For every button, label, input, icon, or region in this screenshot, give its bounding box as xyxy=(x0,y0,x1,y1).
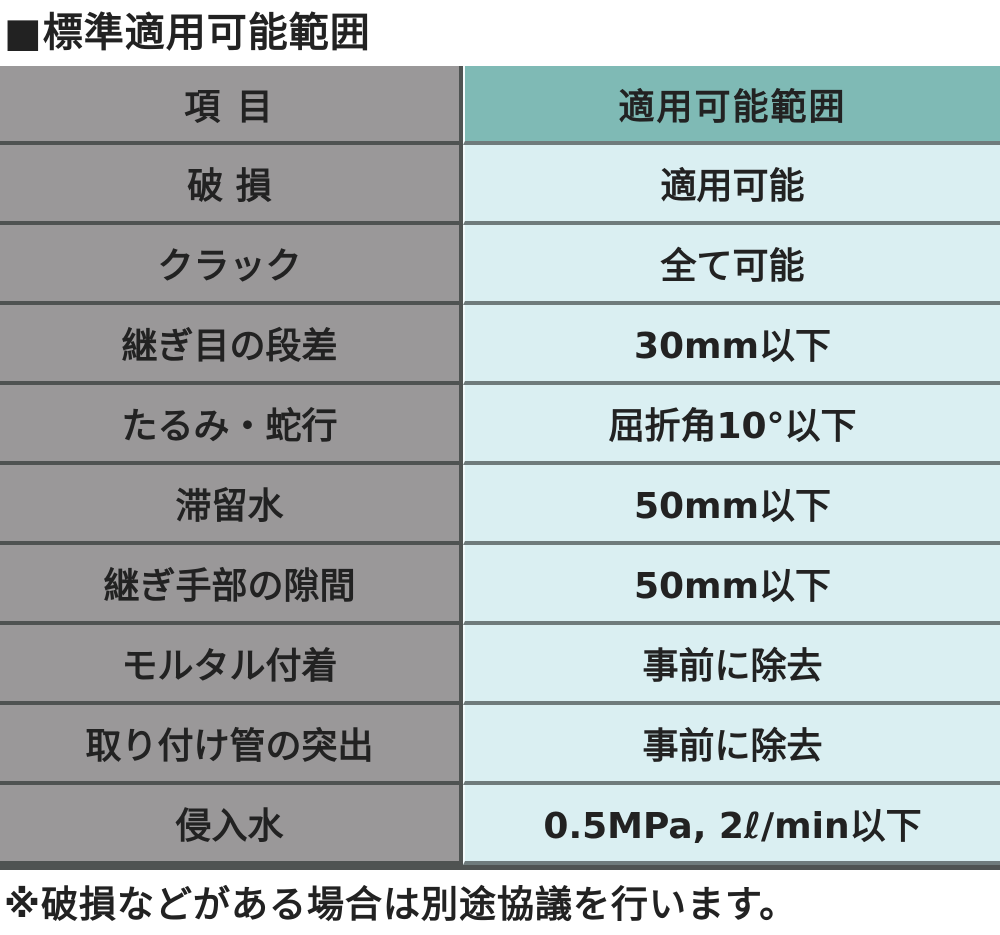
table-row-item: 取り付け管の突出 xyxy=(0,705,463,785)
footnote: ※破損などがある場合は別途協議を行います。 xyxy=(4,883,798,926)
header-range-label: 適用可能範囲 xyxy=(618,86,847,128)
application-range-table: 項 目 適用可能範囲 破 損適用可能 クラック 全て可能 継ぎ目の段差 30mm以下 たる… xyxy=(0,66,1000,870)
table-row-range: 30mm以下 xyxy=(463,305,1000,385)
header-range: 適用可能範囲 xyxy=(463,66,1000,145)
table-row-range: 全て可能 xyxy=(463,225,1000,305)
table-row-item: たるみ・蛇行 xyxy=(0,385,463,465)
table-row-item: クラック xyxy=(0,225,463,305)
page-title: ■標準適用可能範囲 xyxy=(4,10,371,56)
header-item: 項 目 xyxy=(0,66,463,145)
header-item-label: 項 目 xyxy=(184,86,275,128)
table-row-item: 侵入水 xyxy=(0,785,463,865)
table-row-item: 継ぎ手部の隙間 xyxy=(0,545,463,625)
table-row-item: モルタル付着 xyxy=(0,625,463,705)
table-row-range: 50mm以下 xyxy=(463,465,1000,545)
table-row-range: 50mm以下 xyxy=(463,545,1000,625)
table-row-range: 屈折角10°以下 xyxy=(463,385,1000,465)
table-row-range: 適用可能 xyxy=(463,145,1000,225)
table-row-item: 破 損 xyxy=(0,145,463,225)
table-row-item: 継ぎ目の段差 xyxy=(0,305,463,385)
table-row-item: 滞留水 xyxy=(0,465,463,545)
table-row-range: 事前に除去 xyxy=(463,625,1000,705)
table-row-range: 0.5MPa, 2ℓ/min以下 xyxy=(463,785,1000,865)
table-row-range: 事前に除去 xyxy=(463,705,1000,785)
